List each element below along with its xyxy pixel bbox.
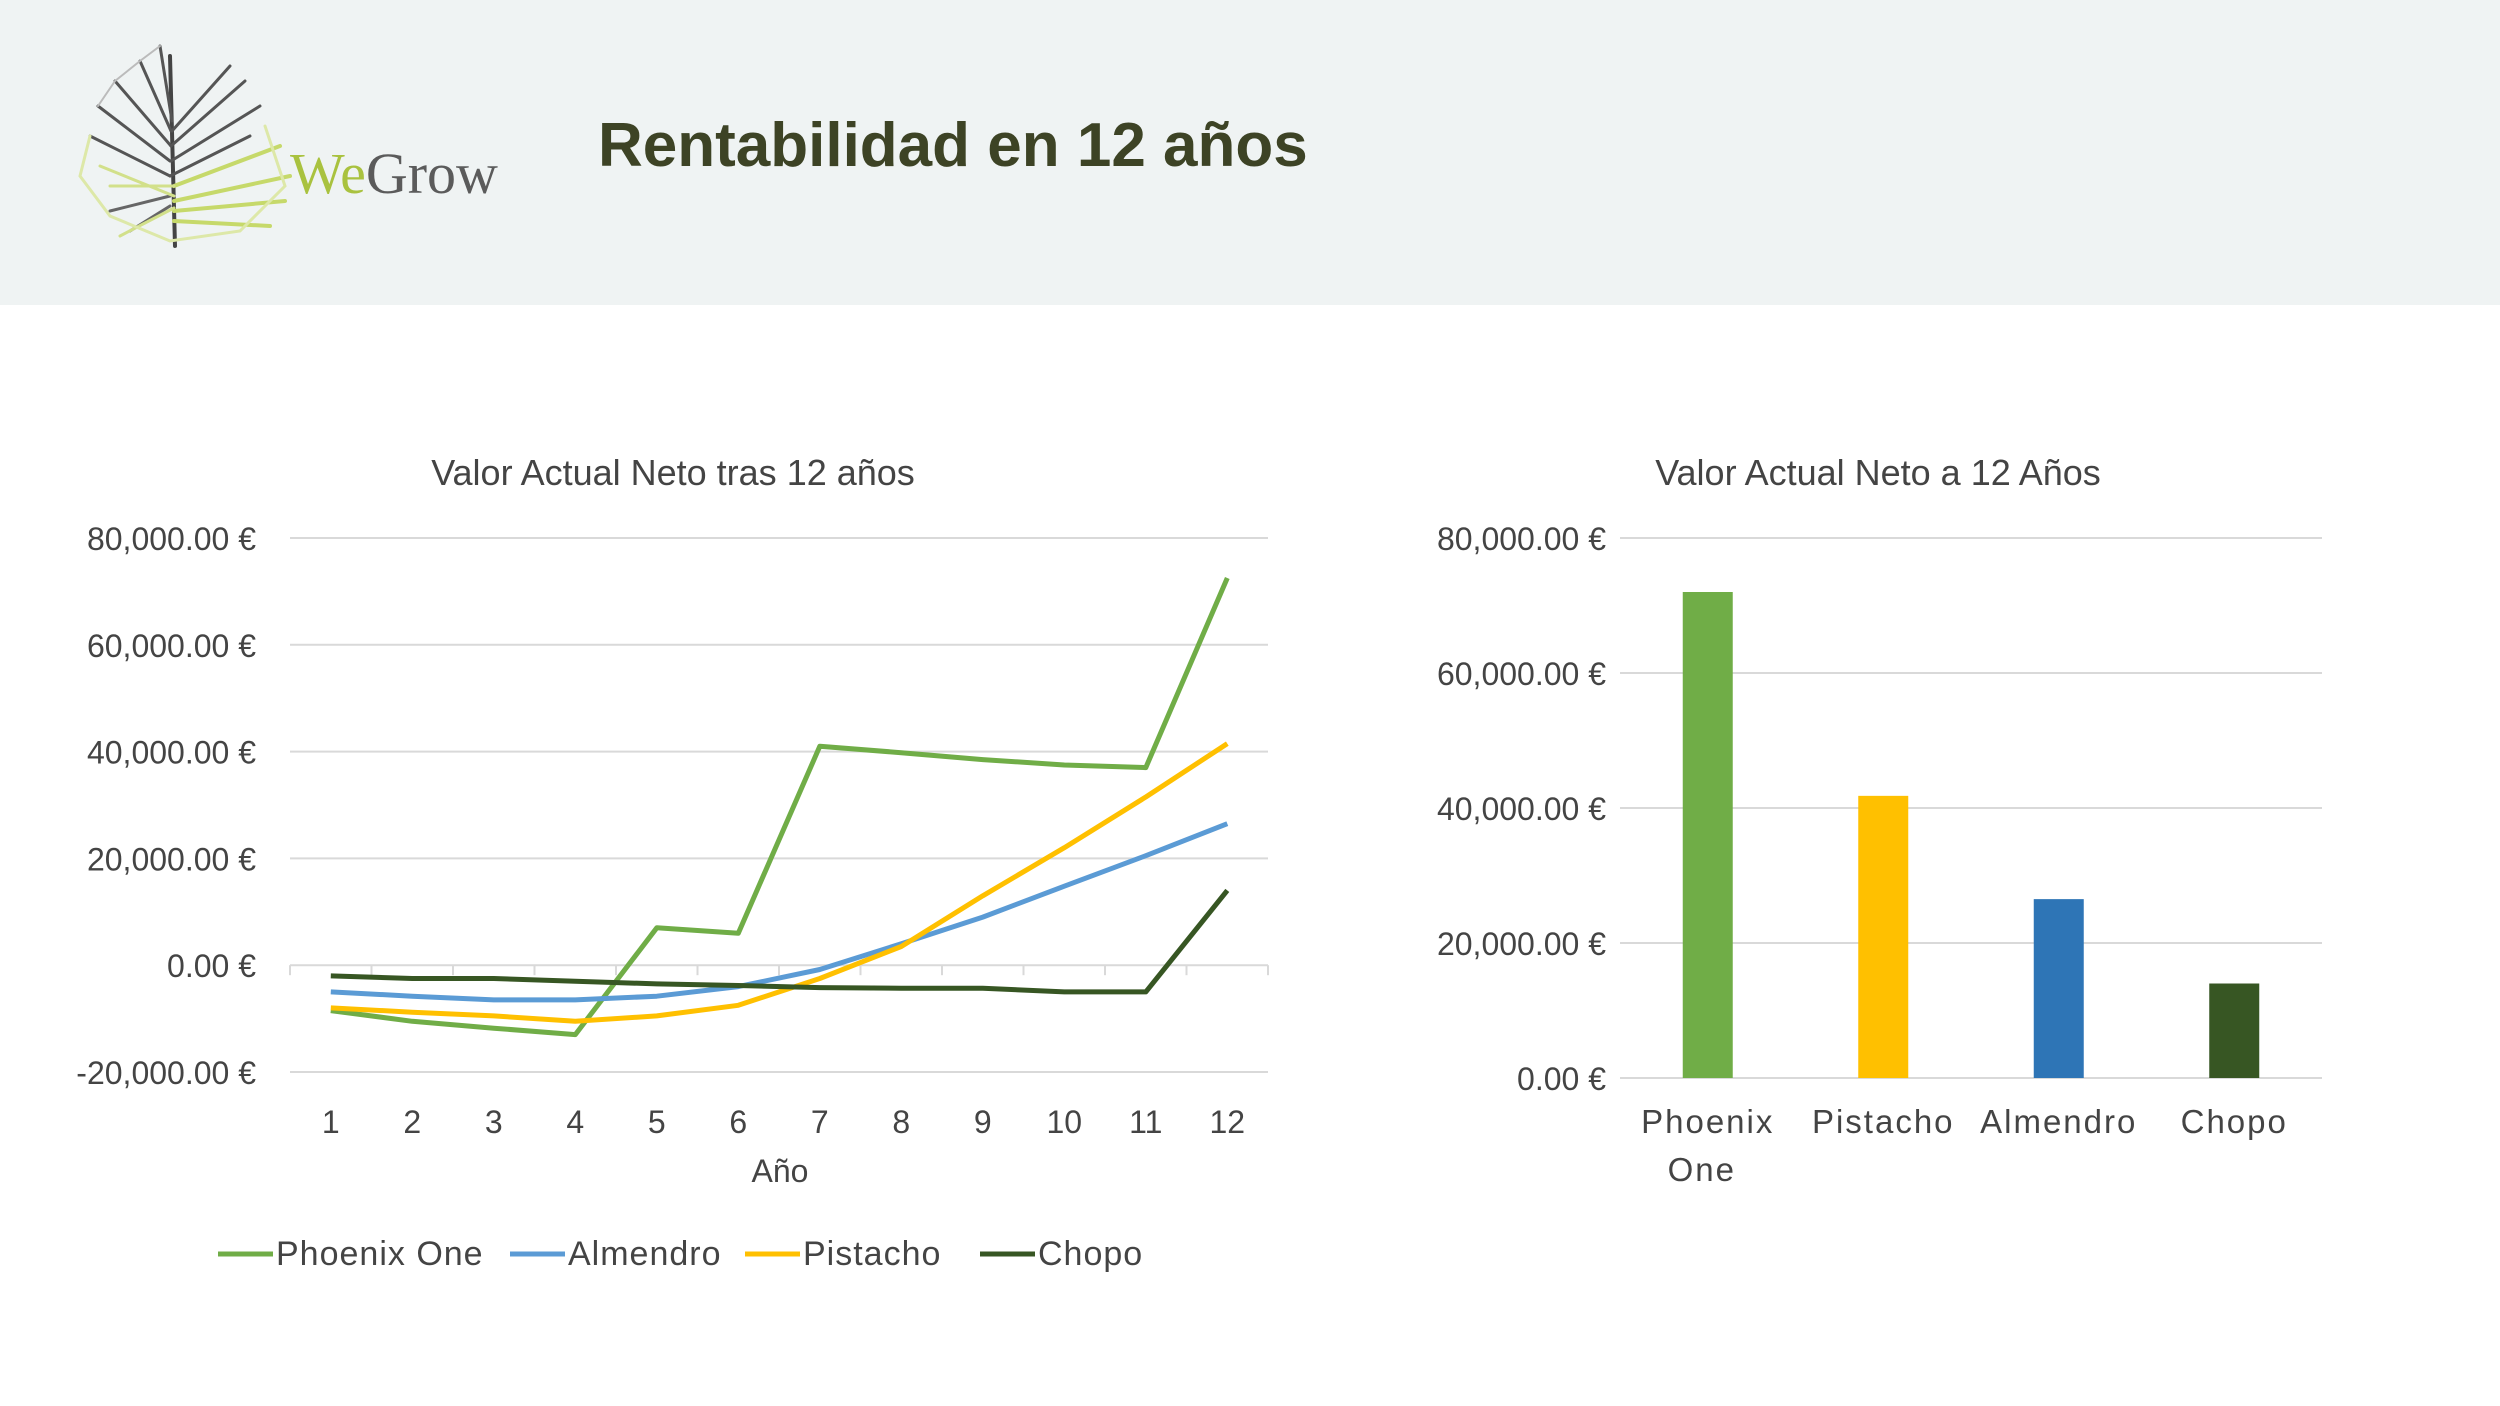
y-tick-label: 20,000.00 € xyxy=(1437,926,1606,962)
x-tick-label: 6 xyxy=(729,1104,747,1140)
x-tick-label: 8 xyxy=(892,1104,910,1140)
series-line-phoenix-one xyxy=(330,577,1230,1038)
page-title: Rentabilidad en 12 años xyxy=(598,111,1308,180)
category-label: Almendro xyxy=(1980,1103,2137,1140)
category-label: Chopo xyxy=(2181,1103,2288,1140)
y-tick-label: 40,000.00 € xyxy=(87,735,256,771)
y-tick-label: 80,000.00 € xyxy=(1437,521,1606,557)
bar xyxy=(2209,983,2260,1078)
header-bar: WeGrow Rentabilidad en 12 años xyxy=(0,0,2500,305)
legend-label: Phoenix One xyxy=(276,1235,484,1273)
legend-label: Pistacho xyxy=(803,1235,941,1273)
x-tick-label: 1 xyxy=(322,1104,340,1140)
bar xyxy=(1682,592,1733,1078)
bar-chart-x-axis: Phoenix One Pistacho Almendro Chopo xyxy=(1641,1103,2288,1188)
legend-label: Almendro xyxy=(568,1235,722,1273)
line-chart-title: Valor Actual Neto tras 12 años xyxy=(431,452,915,493)
x-tick-label: 2 xyxy=(403,1104,421,1140)
y-tick-label: 60,000.00 € xyxy=(1437,656,1606,692)
y-tick-label: 20,000.00 € xyxy=(87,841,256,877)
x-tick-label: 12 xyxy=(1209,1104,1245,1140)
y-tick-label: -20,000.00 € xyxy=(76,1055,256,1091)
x-tick-label: 3 xyxy=(485,1104,503,1140)
bar xyxy=(1858,795,1909,1078)
bar-chart: Valor Actual Neto a 12 Años 0.00 € 20,000… xyxy=(1437,452,2322,1188)
x-tick-label: 10 xyxy=(1046,1104,1082,1140)
x-tick-label: 11 xyxy=(1129,1104,1162,1140)
category-label: One xyxy=(1668,1151,1736,1188)
y-tick-label: 80,000.00 € xyxy=(87,521,256,557)
brand-we: We xyxy=(290,141,366,206)
wegrow-leaf-logo-icon xyxy=(78,44,292,248)
category-label: Phoenix xyxy=(1641,1103,1774,1140)
x-tick-label: 9 xyxy=(974,1104,992,1140)
y-tick-label: 0.00 € xyxy=(1517,1061,1606,1097)
y-tick-label: 40,000.00 € xyxy=(1437,791,1606,827)
bar-chart-bars xyxy=(1682,592,2260,1078)
brand-name: WeGrow xyxy=(290,140,498,207)
bar-chart-y-axis: 0.00 € 20,000.00 € 40,000.00 € 60,000.00 € 8… xyxy=(1437,521,1606,1097)
brand-grow: Grow xyxy=(365,141,498,206)
x-tick-label: 5 xyxy=(648,1104,666,1140)
line-chart-y-axis: -20,000.00 € 0.00 € 20,000.00 € 40,000.00 €… xyxy=(76,521,256,1091)
x-tick-label: 4 xyxy=(566,1104,584,1140)
bar-chart-title: Valor Actual Neto a 12 Años xyxy=(1655,452,2101,493)
line-chart-x-axis: 1 2 3 4 5 6 7 8 9 10 11 12 xyxy=(322,1104,1245,1140)
bar xyxy=(2033,899,2084,1078)
legend-label: Chopo xyxy=(1038,1235,1143,1273)
y-tick-label: 0.00 € xyxy=(167,948,256,984)
series-line-pistacho xyxy=(330,741,1229,1024)
x-tick-label: 7 xyxy=(811,1104,829,1140)
line-chart-gridlines xyxy=(289,537,1269,1073)
series-line-almendro xyxy=(330,821,1229,1003)
line-chart-x-axis-label: Año xyxy=(752,1153,809,1189)
bar-chart-gridlines xyxy=(1620,537,2322,1079)
line-chart-series xyxy=(330,577,1230,1038)
line-chart: Valor Actual Neto tras 12 años -20,000.0… xyxy=(76,452,1269,1273)
line-chart-legend: Phoenix One Almendro Pistacho Chopo xyxy=(218,1235,1143,1273)
y-tick-label: 60,000.00 € xyxy=(87,628,256,664)
category-label: Pistacho xyxy=(1812,1103,1955,1140)
series-line-chopo xyxy=(330,888,1230,995)
